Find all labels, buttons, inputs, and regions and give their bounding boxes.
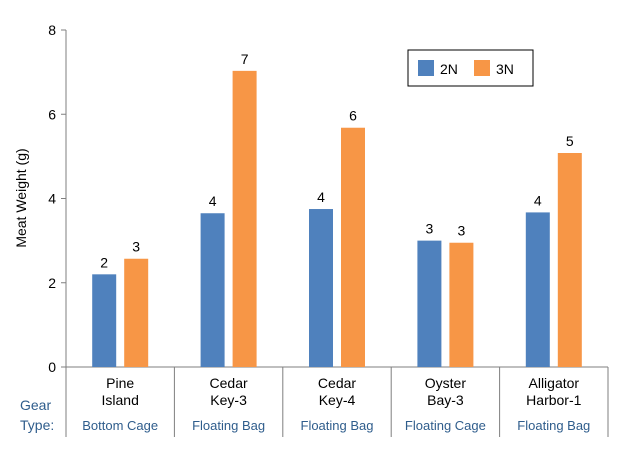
x-tick-label: Key-3 — [210, 392, 247, 408]
gear-type-label: Floating Cage — [405, 418, 486, 433]
legend: 2N 3N — [407, 49, 534, 87]
bar-2N — [525, 212, 550, 367]
legend-swatch — [474, 60, 490, 76]
legend-swatch — [418, 60, 434, 76]
data-label: 2 — [100, 254, 108, 270]
bar-2N — [200, 213, 225, 367]
gear-header: Gear — [20, 397, 51, 413]
data-label: 3 — [458, 223, 466, 239]
y-tick-label: 6 — [48, 106, 56, 122]
data-label: 4 — [209, 193, 217, 209]
gear-type-label: Floating Bag — [192, 418, 265, 433]
gear-header: Type: — [20, 417, 54, 433]
data-label: 6 — [349, 108, 357, 124]
gear-type-label: Floating Bag — [301, 418, 374, 433]
legend-label: 3N — [496, 61, 514, 77]
x-tick-label: Cedar — [318, 375, 356, 391]
y-tick-label: 2 — [48, 275, 56, 291]
gear-type-label: Bottom Cage — [82, 418, 158, 433]
x-tick-label: Cedar — [210, 375, 248, 391]
x-tick-label: Harbor-1 — [526, 392, 581, 408]
bar-3N — [557, 153, 582, 367]
x-tick-label: Alligator — [529, 375, 580, 391]
y-tick-label: 0 — [48, 359, 56, 375]
x-tick-label: Bay-3 — [427, 392, 464, 408]
bar-2N — [309, 209, 333, 367]
bar-2N — [417, 240, 442, 367]
data-label: 7 — [241, 51, 249, 67]
x-tick-label: Island — [102, 392, 139, 408]
x-tick-label: Oyster — [425, 375, 467, 391]
bar-3N — [232, 70, 257, 367]
bar-3N — [124, 258, 149, 367]
bar-2N — [92, 274, 117, 367]
data-label: 3 — [426, 221, 434, 237]
gear-type-label: Floating Bag — [517, 418, 590, 433]
bar-3N — [449, 242, 474, 367]
data-label: 5 — [566, 133, 574, 149]
x-tick-label: Pine — [106, 375, 134, 391]
data-label: 4 — [317, 189, 325, 205]
y-axis: 0 2 4 6 8 — [48, 22, 67, 375]
data-label: 4 — [534, 192, 542, 208]
y-tick-label: 8 — [48, 22, 56, 38]
bars — [92, 70, 582, 367]
legend-label: 2N — [440, 61, 458, 77]
x-tick-label: Key-4 — [319, 392, 356, 408]
y-axis-title: Meat Weight (g) — [13, 148, 29, 247]
y-tick-label: 4 — [48, 191, 56, 207]
bar-3N — [341, 127, 365, 367]
data-labels: 2 4 4 3 4 3 7 6 3 5 — [100, 51, 574, 270]
data-label: 3 — [132, 239, 140, 255]
